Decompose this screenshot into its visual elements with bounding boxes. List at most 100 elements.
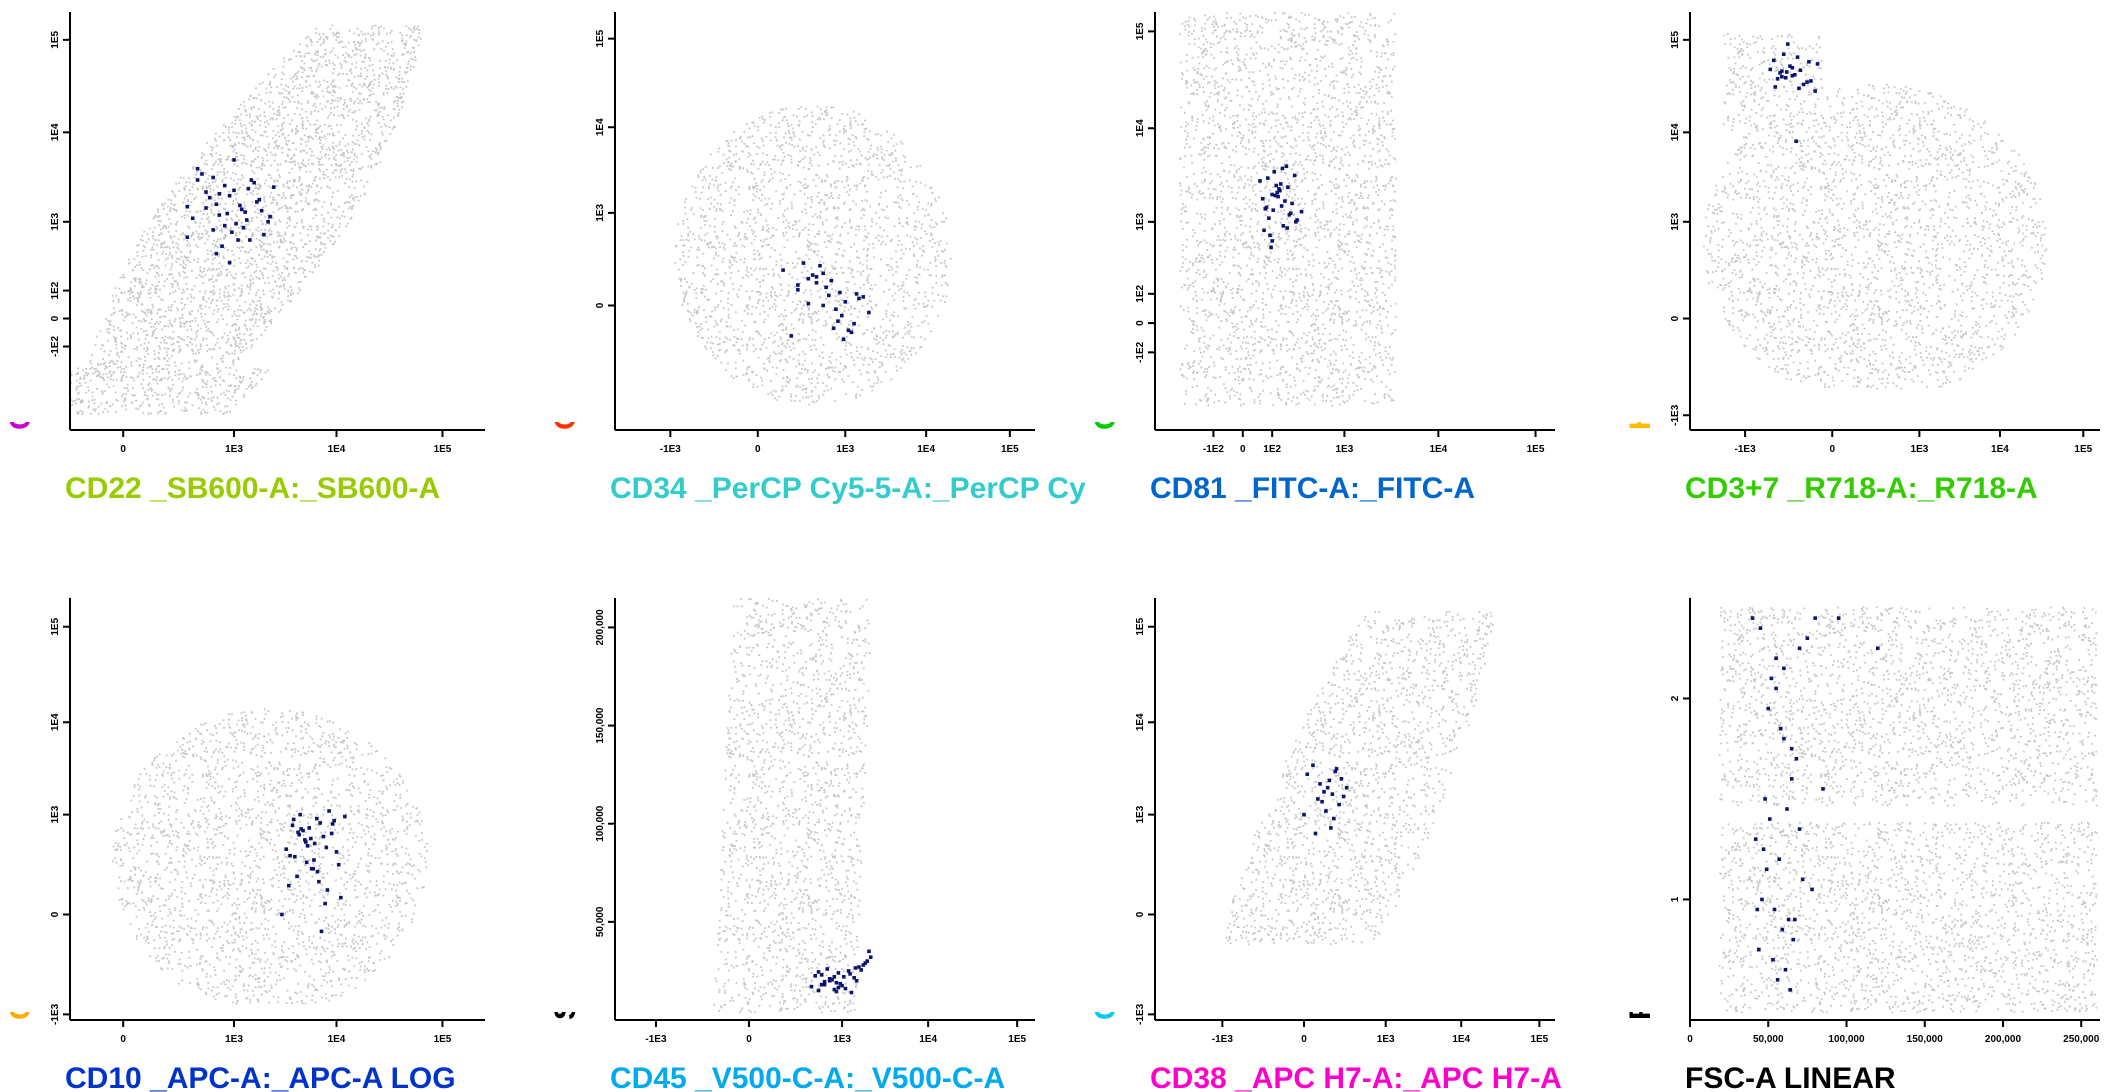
background-population xyxy=(674,105,952,406)
x-axis-label: CD45 _V500-C-A:_V500-C-A xyxy=(610,1062,1005,1092)
highlight-event xyxy=(806,301,811,306)
highlight-event xyxy=(867,310,871,315)
highlight-event xyxy=(204,206,208,210)
x-tick-label: 1E4 xyxy=(1429,444,1447,455)
highlight-event xyxy=(1800,877,1805,882)
highlight-event xyxy=(217,213,222,217)
highlight-event xyxy=(796,288,800,292)
highlight-event xyxy=(1875,646,1880,651)
highlight-event xyxy=(332,818,336,823)
highlight-event xyxy=(1793,72,1797,77)
highlight-event xyxy=(819,973,824,977)
highlight-event xyxy=(832,975,837,979)
x-tick-label: 1E5 xyxy=(1530,1034,1548,1045)
highlight-event xyxy=(309,866,314,871)
highlight-event xyxy=(1333,769,1338,774)
highlight-event xyxy=(299,827,303,831)
highlight-event xyxy=(343,814,347,819)
highlight-event xyxy=(1262,228,1266,233)
highlight-event xyxy=(312,841,317,846)
highlight-event xyxy=(1780,69,1784,73)
highlight-event xyxy=(852,976,856,980)
highlight-event xyxy=(291,817,296,822)
highlight-event xyxy=(852,321,856,326)
y-tick-label: 1E3 xyxy=(1135,213,1146,231)
highlight-event xyxy=(842,975,846,979)
highlight-event xyxy=(1768,67,1773,72)
highlight-event xyxy=(1775,978,1780,982)
x-tick-label: 1E4 xyxy=(917,444,935,455)
x-tick-label: 0 xyxy=(120,444,126,455)
x-tick-label: -1E3 xyxy=(660,444,682,455)
highlight-event xyxy=(853,966,858,970)
highlight-event xyxy=(1783,967,1788,972)
highlight-event xyxy=(1810,887,1814,892)
y-tick-label: -1E3 xyxy=(1135,1003,1146,1025)
y-tick-label: 1E5 xyxy=(1135,22,1146,40)
highlight-event xyxy=(262,232,266,237)
highlight-event xyxy=(1271,208,1276,212)
highlight-event xyxy=(1793,917,1797,922)
highlight-event xyxy=(1281,224,1286,228)
x-tick-label: -1E3 xyxy=(1735,444,1757,455)
highlight-event xyxy=(827,976,832,981)
background-population xyxy=(1179,12,1397,407)
highlight-event xyxy=(252,180,256,185)
highlight-event xyxy=(1813,89,1817,93)
highlight-event xyxy=(1285,226,1289,230)
highlight-event xyxy=(816,970,821,974)
highlight-event xyxy=(1805,636,1810,640)
highlight-event xyxy=(339,895,343,900)
highlight-event xyxy=(867,949,871,954)
scatter-panel-8: 0 50,000 100,000 150,000 200,000 250,000 1 2 FSC… xyxy=(1624,598,2100,1092)
x-tick-label: 1E3 xyxy=(833,1034,851,1045)
x-tick-label: 1E3 xyxy=(1336,444,1354,455)
highlight-event xyxy=(1801,82,1806,87)
y-tick-label: 1E4 xyxy=(1670,123,1681,141)
highlight-event xyxy=(1330,792,1335,796)
highlight-event xyxy=(1339,776,1344,781)
highlight-event xyxy=(211,175,215,180)
highlight-event xyxy=(288,853,292,858)
highlight-event xyxy=(825,967,830,971)
y-tick-label: 0 xyxy=(50,911,61,917)
highlight-event xyxy=(1785,807,1789,811)
highlight-event xyxy=(1761,847,1766,851)
x-tick-label: 1E4 xyxy=(1991,444,2009,455)
highlight-event xyxy=(1260,196,1265,201)
highlight-event xyxy=(1275,190,1279,195)
highlight-event xyxy=(836,971,841,975)
scatter-panel-5: 0 1E3 1E4 1E5 -1E3 0 1E3 1E4 1E5 CD10 _APC-A:_APC… xyxy=(4,598,485,1092)
highlight-event xyxy=(1780,927,1785,932)
x-tick-label: 0 xyxy=(755,444,761,455)
highlight-event xyxy=(1773,85,1778,89)
highlight-event xyxy=(1786,917,1791,922)
x-tick-label: 250,000 xyxy=(2063,1034,2100,1045)
highlight-event xyxy=(1783,75,1788,80)
y-tick-label: 0 xyxy=(50,315,61,321)
highlight-event xyxy=(1268,233,1272,238)
y-tick-label: 1E4 xyxy=(50,123,61,141)
highlight-event xyxy=(325,888,330,892)
x-tick-label: 1E3 xyxy=(1377,1034,1395,1045)
highlight-event xyxy=(200,172,204,176)
scatter-panel-3: -1E2 0 1E2 1E3 1E4 1E5 -1E2 0 1E2 1E3 1E4 1E5 CD81 _… xyxy=(1089,12,1555,505)
highlight-event xyxy=(1302,812,1306,817)
highlight-event xyxy=(832,987,837,992)
highlight-event xyxy=(232,158,236,162)
highlight-event xyxy=(214,251,219,256)
highlight-event xyxy=(1273,193,1278,198)
highlight-event xyxy=(312,858,316,862)
highlight-event xyxy=(1758,626,1763,630)
highlight-event xyxy=(248,238,252,242)
x-tick-label: 0 xyxy=(1301,1034,1307,1045)
highlight-event xyxy=(1780,74,1784,79)
highlight-event xyxy=(236,238,240,242)
highlight-event xyxy=(1777,857,1781,862)
y-tick-label: 0 xyxy=(595,302,606,308)
highlight-event xyxy=(254,200,259,204)
y-axis-label: CD20 _PB-A:_PB-A LOG xyxy=(4,673,37,1020)
highlight-event xyxy=(854,292,859,296)
y-tick-label: 1E3 xyxy=(595,204,606,222)
highlight-event xyxy=(1272,169,1277,174)
